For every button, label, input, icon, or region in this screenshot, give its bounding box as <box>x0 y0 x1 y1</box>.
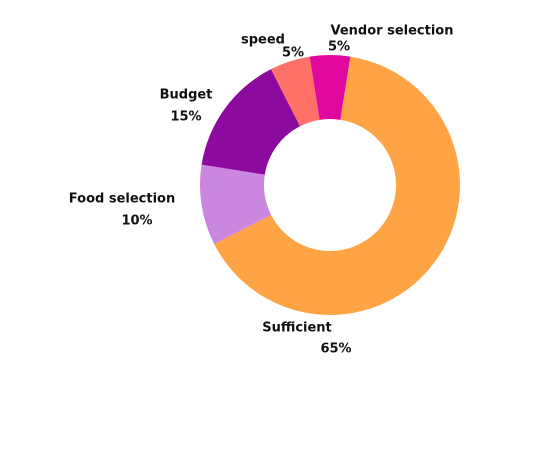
donut-slice <box>214 56 460 315</box>
donut-slice <box>200 164 272 245</box>
donut-slice <box>270 56 320 127</box>
slice-label: speed <box>241 33 285 48</box>
slice-label: Sufficient <box>262 321 332 336</box>
slice-value: 65% <box>320 342 351 357</box>
donut-slice <box>309 55 351 120</box>
slice-label: Budget <box>160 88 213 103</box>
slice-value: 5% <box>328 40 350 55</box>
donut-slice <box>201 69 301 175</box>
slice-value: 5% <box>282 46 304 61</box>
slice-label: Vendor selection <box>331 24 454 39</box>
slice-value: 15% <box>170 110 201 125</box>
slice-value: 10% <box>121 214 152 229</box>
slice-label: Food selection <box>69 192 175 207</box>
